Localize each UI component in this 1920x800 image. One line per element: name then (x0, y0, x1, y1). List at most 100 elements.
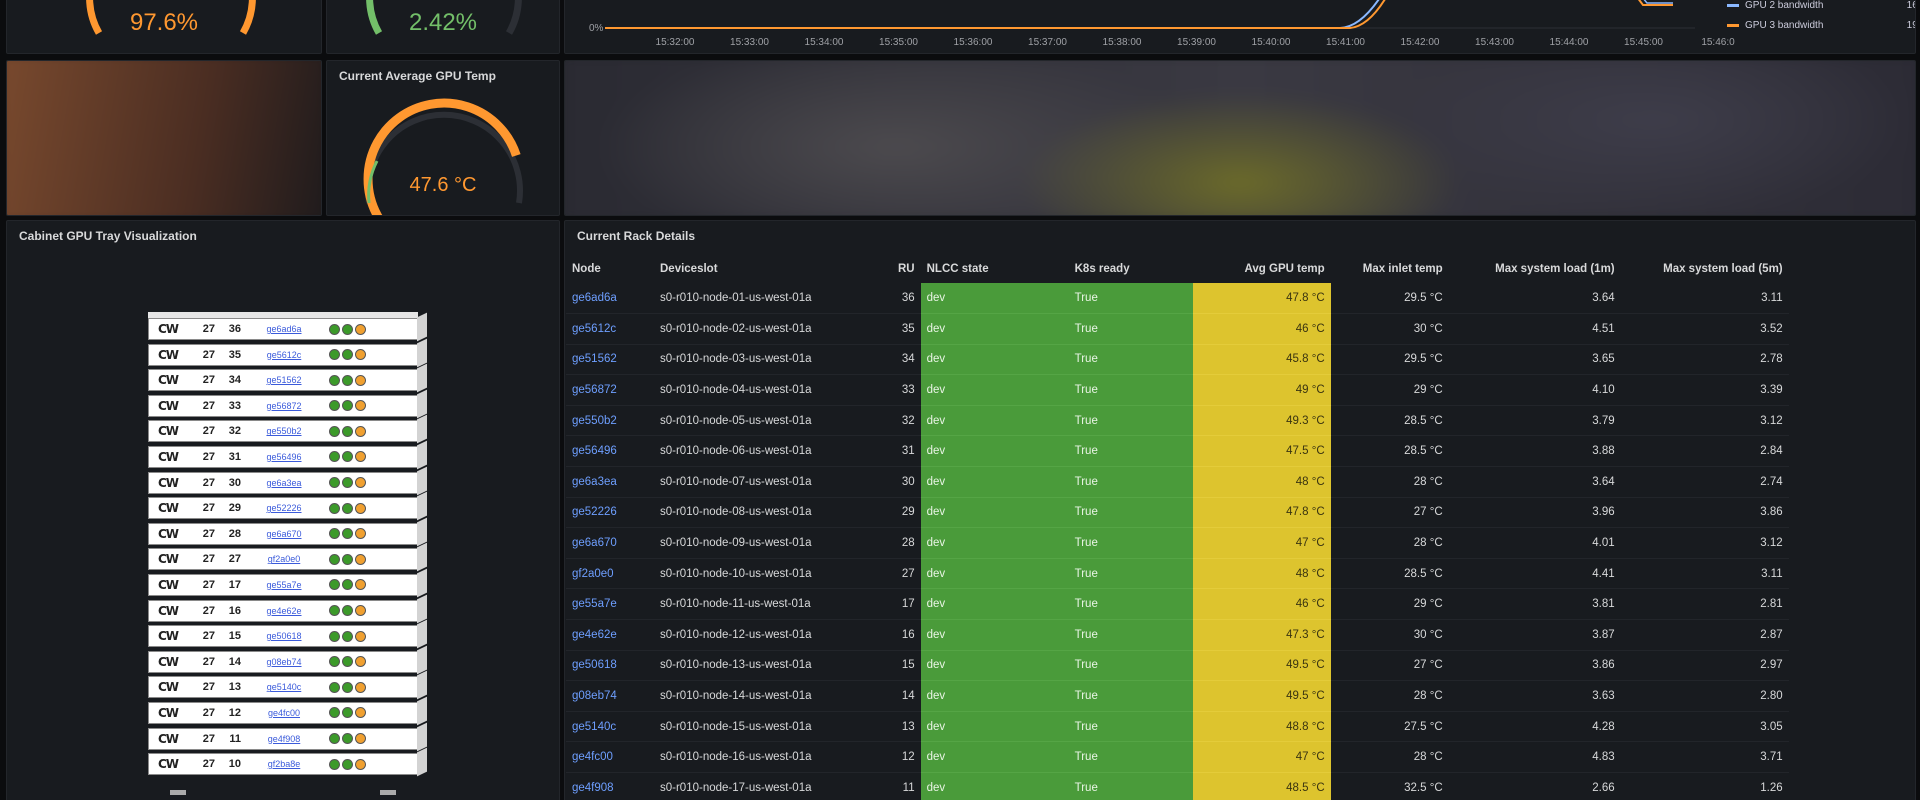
rack-unit-node-link[interactable]: ge56872 (266, 400, 302, 411)
status-led-icon (342, 477, 353, 489)
cell-node[interactable]: ge55a7e (566, 588, 654, 621)
rack-unit[interactable]: CW 27 32 ge550b2 (148, 420, 418, 443)
rack-unit[interactable]: CW 27 11 ge4f908 (148, 727, 418, 750)
rack-unit-node-link[interactable]: ge4fc00 (267, 707, 301, 718)
rack-unit-node-link[interactable]: ge5612c (266, 349, 302, 360)
cell-node[interactable]: ge4fc00 (566, 741, 654, 773)
rack-unit[interactable]: CW 27 27 gf2a0e0 (148, 548, 418, 571)
cell-node[interactable]: ge6a670 (566, 527, 654, 559)
table-row[interactable]: ge4fc00 s0-r010-node-16-us-west-01a 12 dev T… (566, 741, 1789, 773)
rack-unit-node-link[interactable]: gf2a0e0 (267, 554, 301, 565)
rack-unit[interactable]: CW 27 36 ge6ad6a (148, 318, 418, 340)
cell-node[interactable]: ge5140c (566, 711, 654, 743)
column-header-max-load-5m[interactable]: Max system load (5m) (1663, 263, 1783, 275)
legend-item-gpu3[interactable]: GPU 3 bandwidth 19.9% (1727, 15, 1915, 35)
cell-node[interactable]: ge4f908 (566, 772, 654, 800)
rack-unit[interactable]: CW 27 30 ge6a3ea (148, 471, 418, 494)
table-row[interactable]: g08eb74 s0-r010-node-14-us-west-01a 14 dev T… (566, 680, 1789, 712)
column-header-max-inlet-temp[interactable]: Max inlet temp (1362, 263, 1443, 275)
table-row[interactable]: ge6a670 s0-r010-node-09-us-west-01a 28 dev T… (566, 527, 1789, 559)
table-row[interactable]: ge5612c s0-r010-node-02-us-west-01a 35 dev T… (566, 313, 1789, 345)
rack-unit[interactable]: CW 27 31 ge56496 (148, 445, 418, 468)
rack-unit[interactable]: CW 27 28 ge6a670 (148, 522, 418, 545)
status-led-icon (355, 553, 366, 565)
rack-unit[interactable]: CW 27 16 ge4e62e (148, 599, 418, 622)
column-header-nlcc-state[interactable]: NLCC state (926, 263, 989, 275)
rack-unit[interactable]: CW 27 29 ge52226 (148, 497, 418, 520)
rack-unit-node-link[interactable]: ge4e62e (266, 605, 302, 616)
cell-node[interactable]: ge51562 (566, 344, 654, 376)
status-led-icon (329, 477, 340, 489)
cell-deviceslot: s0-r010-node-04-us-west-01a (654, 374, 892, 406)
rack-unit-node-link[interactable]: ge550b2 (266, 426, 302, 437)
cell-node[interactable]: ge550b2 (566, 405, 654, 437)
column-header-avg-gpu-temp[interactable]: Avg GPU temp (1244, 263, 1325, 275)
rack-unit[interactable]: CW 27 15 ge50618 (148, 625, 418, 648)
table-row[interactable]: ge52226 s0-r010-node-08-us-west-01a 29 dev T… (566, 497, 1789, 529)
cell-node[interactable]: ge4e62e (566, 619, 654, 651)
table-row[interactable]: ge50618 s0-r010-node-13-us-west-01a 15 dev T… (566, 650, 1789, 682)
rack-unit-node-link[interactable]: gf2ba8e (267, 759, 301, 770)
rack-unit[interactable]: CW 27 17 ge55a7e (148, 573, 418, 596)
rack-unit-node-link[interactable]: ge55a7e (266, 579, 302, 590)
status-led-icon (342, 323, 353, 335)
cw-logo-icon: CW (157, 654, 179, 669)
cell-max-load-1m: 3.79 (1448, 405, 1621, 437)
table-row[interactable]: ge4f908 s0-r010-node-17-us-west-01a 11 dev T… (566, 772, 1789, 800)
rack-unit[interactable]: CW 27 13 ge5140c (148, 676, 418, 699)
cell-node[interactable]: ge52226 (566, 497, 654, 529)
cell-max-load-1m: 3.64 (1448, 466, 1621, 498)
status-led-icon (342, 605, 353, 617)
table-row[interactable]: ge55a7e s0-r010-node-11-us-west-01a 17 dev T… (566, 588, 1789, 621)
table-row[interactable]: ge6a3ea s0-r010-node-07-us-west-01a 30 dev T… (566, 466, 1789, 498)
rack-unit[interactable]: CW 27 35 ge5612c (148, 343, 418, 366)
rack-unit-node-link[interactable]: g08eb74 (266, 656, 302, 667)
cell-node[interactable]: g08eb74 (566, 680, 654, 712)
cell-node[interactable]: ge50618 (566, 650, 654, 682)
column-header-deviceslot[interactable]: Deviceslot (660, 263, 718, 275)
status-led-icon (342, 425, 353, 437)
rack-unit-node-link[interactable]: ge56496 (266, 451, 302, 462)
rack-unit[interactable]: CW 27 12 ge4fc00 (148, 701, 418, 724)
rack-unit-ru: 30 (228, 476, 241, 489)
rack-unit-node-link[interactable]: ge4f908 (267, 733, 301, 744)
table-row[interactable]: ge5140c s0-r010-node-15-us-west-01a 13 dev T… (566, 711, 1789, 743)
rack-unit-node-link[interactable]: ge6a670 (266, 528, 302, 539)
table-row[interactable]: ge56496 s0-r010-node-06-us-west-01a 31 dev T… (566, 435, 1789, 468)
table-row[interactable]: ge56872 s0-r010-node-04-us-west-01a 33 dev T… (566, 374, 1789, 406)
rack-unit-rack: 27 (202, 374, 215, 387)
cell-node[interactable]: ge6a3ea (566, 466, 654, 498)
column-header-k8s-ready[interactable]: K8s ready (1074, 263, 1130, 275)
cell-node[interactable]: ge6ad6a (566, 283, 654, 315)
column-header-node[interactable]: Node (572, 263, 601, 275)
rack-unit-node-link[interactable]: ge51562 (266, 375, 302, 386)
cell-deviceslot: s0-r010-node-05-us-west-01a (654, 405, 892, 437)
rack-unit[interactable]: CW 27 14 g08eb74 (148, 650, 418, 673)
table-row[interactable]: ge4e62e s0-r010-node-12-us-west-01a 16 dev T… (566, 619, 1789, 651)
table-row[interactable]: ge550b2 s0-r010-node-05-us-west-01a 32 dev T… (566, 405, 1789, 437)
column-header-ru[interactable]: RU (898, 263, 915, 275)
rack-unit-node-link[interactable]: ge6ad6a (266, 324, 302, 334)
gauge-fill (363, 98, 521, 215)
rack-unit-node-link[interactable]: ge6a3ea (266, 477, 302, 488)
column-header-max-load-1m[interactable]: Max system load (1m) (1495, 263, 1615, 275)
cell-max-load-1m: 4.51 (1448, 313, 1621, 345)
rack-unit-node-link[interactable]: ge5140c (266, 682, 302, 693)
rack-unit-rack: 27 (202, 604, 215, 617)
rack-unit[interactable]: CW 27 10 gf2ba8e (148, 753, 418, 776)
cell-node[interactable]: gf2a0e0 (566, 558, 654, 590)
rack-unit[interactable]: CW 27 34 ge51562 (148, 369, 418, 392)
table-row[interactable]: ge6ad6a s0-r010-node-01-us-west-01a 36 dev T… (566, 283, 1789, 315)
cell-node[interactable]: ge5612c (566, 313, 654, 345)
rack-unit[interactable]: CW 27 33 ge56872 (148, 394, 418, 417)
cw-logo-icon: CW (157, 629, 179, 644)
table-row[interactable]: ge51562 s0-r010-node-03-us-west-01a 34 dev T… (566, 344, 1789, 376)
legend-item-gpu2[interactable]: GPU 2 bandwidth 16.0% (1727, 0, 1915, 15)
cell-max-load-5m: 2.84 (1620, 435, 1789, 468)
rack-unit-node-link[interactable]: ge52226 (266, 503, 302, 514)
cell-node[interactable]: ge56496 (566, 435, 654, 468)
cell-node[interactable]: ge56872 (566, 374, 654, 406)
table-row[interactable]: gf2a0e0 s0-r010-node-10-us-west-01a 27 dev T… (566, 558, 1789, 590)
cell-max-load-1m: 3.88 (1448, 435, 1621, 468)
rack-unit-node-link[interactable]: ge50618 (266, 631, 302, 642)
